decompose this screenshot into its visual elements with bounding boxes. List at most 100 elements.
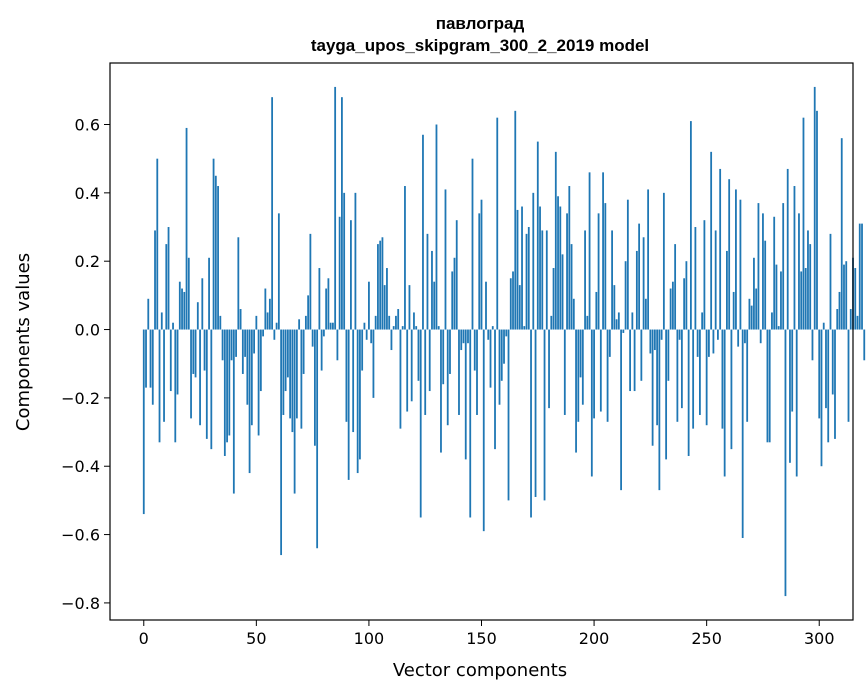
bar (798, 213, 800, 330)
bar (723, 329, 726, 477)
x-tick-label: 150 (466, 629, 497, 648)
bar (145, 329, 147, 388)
bar (413, 312, 415, 330)
bar (849, 309, 852, 330)
bar (737, 329, 740, 347)
x-axis-label: Vector components (393, 660, 567, 681)
bar (230, 329, 233, 361)
bar (322, 329, 325, 337)
bar (489, 329, 492, 388)
bar (516, 209, 519, 330)
bar (615, 319, 618, 330)
bar (509, 278, 512, 330)
bar (426, 233, 429, 330)
bar (311, 329, 314, 347)
bar (172, 322, 174, 330)
bar (142, 329, 145, 515)
bar (624, 261, 627, 330)
y-tick-label: −0.4 (61, 457, 100, 476)
bar (554, 151, 557, 330)
bar (388, 315, 391, 330)
bar (246, 329, 249, 405)
bar (417, 329, 420, 381)
bar (494, 329, 496, 450)
bar (744, 329, 746, 344)
bar (568, 186, 571, 330)
bar (658, 329, 661, 491)
bar (442, 329, 445, 385)
bar (437, 326, 440, 330)
bar (485, 281, 487, 330)
bar (606, 329, 609, 422)
bar (662, 192, 665, 330)
bar (212, 158, 215, 330)
bar (433, 281, 436, 330)
bar (683, 278, 686, 330)
bar (199, 329, 201, 426)
bar (685, 261, 688, 330)
bar (784, 329, 787, 597)
bar (730, 329, 733, 450)
bar (687, 329, 690, 456)
bar (379, 240, 382, 330)
bar (370, 329, 373, 344)
y-tick-label: −0.8 (61, 594, 100, 613)
bar (320, 329, 323, 371)
x-tick-label: 300 (804, 629, 835, 648)
bar (807, 230, 809, 330)
bar (532, 192, 535, 330)
bar (527, 227, 530, 330)
bar (595, 291, 598, 330)
bar (699, 329, 701, 415)
bar (165, 244, 168, 330)
bar (190, 329, 192, 419)
bar (791, 329, 794, 412)
bar (577, 329, 580, 422)
bar (847, 329, 850, 422)
bar (563, 329, 566, 415)
bar (703, 220, 706, 330)
bar (768, 329, 771, 443)
bar (356, 329, 359, 474)
bar (816, 110, 818, 330)
y-tick-label: −0.6 (61, 526, 100, 545)
bar (226, 329, 228, 443)
bar (183, 291, 186, 330)
bar (410, 329, 413, 402)
bar (617, 312, 620, 330)
bar (336, 329, 339, 361)
bar (185, 127, 188, 330)
bar (755, 288, 758, 330)
y-axis-ticks: −0.8 −0.6 −0.4 −0.2 0.0 0.2 0.4 0.6 (61, 116, 110, 613)
y-axis-label: Components values (13, 253, 34, 431)
bar (282, 329, 285, 415)
bar (858, 223, 861, 330)
bar (149, 329, 152, 388)
bar (579, 329, 582, 378)
bar (435, 124, 438, 330)
bar (232, 329, 235, 494)
bar (390, 329, 393, 351)
bar (782, 203, 785, 330)
x-tick-label: 100 (354, 629, 385, 648)
bar (680, 329, 683, 409)
bar (635, 250, 638, 330)
bar (845, 261, 848, 330)
bar (181, 288, 183, 330)
bar (239, 309, 242, 330)
bar (338, 216, 341, 330)
bar (329, 322, 332, 330)
bar (154, 230, 156, 330)
bar (813, 86, 816, 330)
bar (293, 329, 296, 494)
bar (372, 329, 375, 398)
bar (863, 329, 866, 361)
bar (478, 213, 481, 330)
bar (352, 329, 355, 433)
bar (431, 250, 433, 330)
bar (665, 329, 668, 460)
bar (273, 329, 276, 340)
bar (455, 220, 458, 330)
